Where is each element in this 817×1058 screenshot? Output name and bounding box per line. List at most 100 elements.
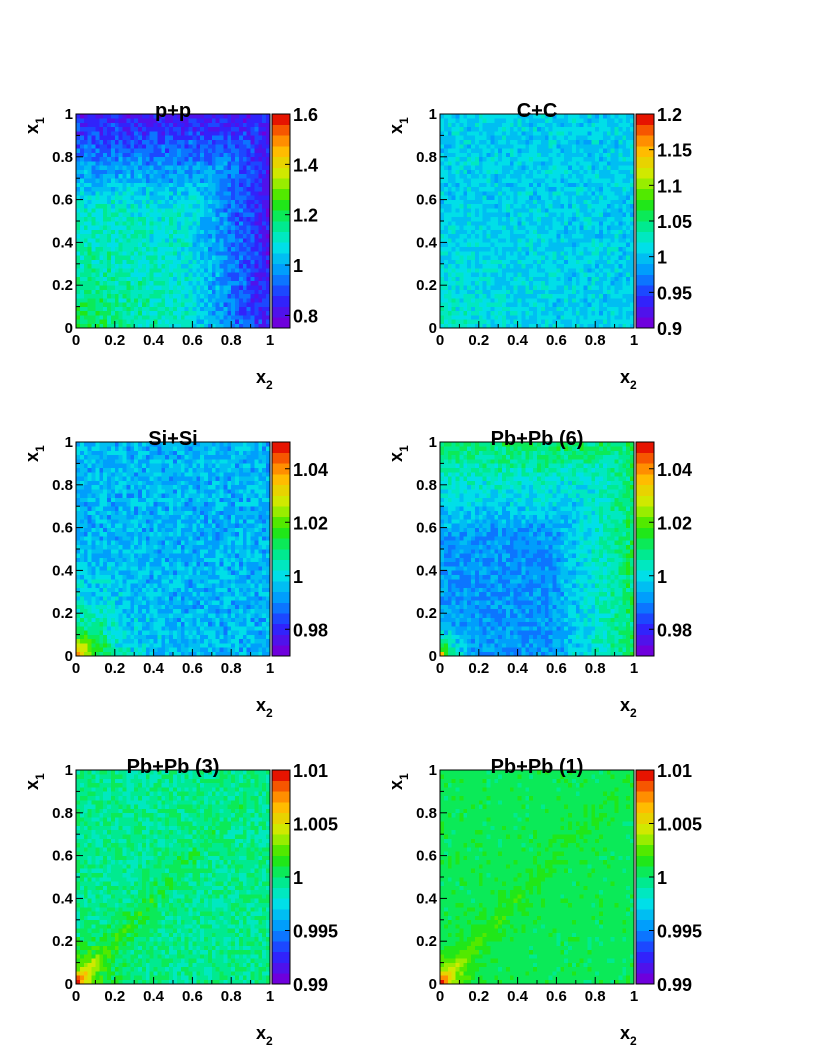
heatmap-cell — [161, 126, 166, 132]
heatmap-cell — [579, 268, 584, 273]
heatmap-cell — [459, 225, 464, 230]
heatmap-cell — [242, 191, 248, 196]
heatmap-cell — [571, 319, 577, 325]
heatmap-cell — [478, 208, 483, 213]
heatmap-cell — [95, 156, 100, 162]
heatmap-cell — [494, 276, 499, 282]
heatmap-cell — [169, 233, 174, 239]
heatmap-cell — [560, 259, 565, 265]
heatmap-cell — [606, 285, 612, 290]
heatmap-cell — [200, 302, 205, 307]
heatmap-cell — [157, 186, 162, 192]
heatmap-cell — [110, 289, 116, 295]
heatmap-cell — [122, 221, 127, 226]
heatmap-cell — [502, 161, 507, 166]
heatmap-cell — [568, 135, 573, 140]
heatmap-cell — [459, 152, 464, 158]
heatmap-cell — [161, 199, 166, 205]
heatmap-cell — [138, 122, 143, 128]
heatmap-cell — [192, 165, 197, 170]
heatmap-cell — [180, 173, 185, 179]
heatmap-cell — [173, 298, 178, 303]
heatmap-cell — [246, 131, 251, 136]
palette-step — [272, 199, 290, 211]
heatmap-cell — [552, 221, 557, 226]
heatmap-cell — [486, 306, 491, 312]
heatmap-cell — [83, 148, 88, 153]
heatmap-cell — [548, 315, 553, 320]
heatmap-cell — [564, 161, 569, 166]
heatmap-cell — [451, 319, 456, 325]
heatmap-cell — [459, 272, 464, 277]
heatmap-cell — [517, 250, 522, 256]
heatmap-cell — [103, 191, 108, 196]
heatmap-cell — [494, 186, 499, 192]
heatmap-cell — [235, 250, 240, 256]
heatmap-cell — [231, 272, 236, 277]
heatmap-cell — [219, 315, 224, 320]
heatmap-cell — [486, 216, 491, 222]
heatmap-cell — [219, 285, 224, 290]
heatmap-cell — [486, 156, 491, 162]
heatmap-cell — [184, 156, 189, 162]
heatmap-cell — [145, 285, 151, 290]
heatmap-cell — [614, 293, 619, 299]
heatmap-cell — [165, 114, 170, 119]
heatmap-cell — [517, 169, 522, 175]
heatmap-cell — [134, 246, 139, 252]
heatmap-cell — [610, 203, 615, 209]
heatmap-cell — [467, 259, 472, 265]
heatmap-cell — [126, 165, 131, 170]
heatmap-cell — [614, 203, 619, 209]
heatmap-cell — [207, 250, 213, 256]
heatmap-cell — [478, 246, 483, 252]
heatmap-cell — [258, 114, 263, 119]
heatmap-cell — [467, 169, 472, 175]
heatmap-cell — [451, 315, 456, 320]
heatmap-cell — [176, 323, 182, 329]
heatmap-cell — [575, 178, 580, 183]
heatmap-cell — [471, 191, 476, 196]
heatmap-cell — [76, 208, 81, 213]
heatmap-cell — [110, 208, 116, 213]
heatmap-cell — [200, 212, 205, 218]
heatmap-cell — [548, 161, 553, 166]
heatmap-cell — [591, 246, 596, 252]
heatmap-cell — [463, 114, 468, 119]
heatmap-cell — [176, 233, 182, 239]
heatmap-cell — [529, 319, 534, 325]
heatmap-cell — [610, 272, 615, 277]
heatmap-cell — [564, 165, 569, 170]
heatmap-cell — [575, 156, 580, 162]
heatmap-cell — [138, 302, 143, 307]
heatmap-cell — [599, 319, 604, 325]
heatmap-cell — [505, 173, 511, 179]
heatmap-cell — [250, 255, 255, 260]
heatmap-cell — [157, 208, 162, 213]
heatmap-cell — [219, 199, 224, 205]
heatmap-cell — [235, 255, 240, 260]
heatmap-cell — [443, 225, 449, 230]
heatmap-cell — [587, 293, 592, 299]
heatmap-cell — [494, 302, 499, 307]
heatmap-cell — [606, 263, 612, 269]
heatmap-cell — [157, 216, 162, 222]
heatmap-cell — [587, 280, 592, 286]
heatmap-cell — [227, 195, 232, 200]
heatmap-cell — [95, 323, 100, 329]
heatmap-cell — [455, 208, 460, 213]
heatmap-cell — [188, 255, 193, 260]
heatmap-cell — [599, 122, 604, 128]
heatmap-cell — [587, 178, 592, 183]
heatmap-cell — [145, 233, 151, 239]
heatmap-cell — [548, 156, 553, 162]
heatmap-cell — [533, 131, 538, 136]
heatmap-cell — [502, 191, 507, 196]
heatmap-cell — [568, 126, 573, 132]
heatmap-cell — [130, 118, 135, 123]
heatmap-cell — [219, 221, 224, 226]
heatmap-cell — [188, 199, 193, 205]
heatmap-cell — [540, 276, 546, 282]
heatmap-cell — [223, 216, 228, 222]
heatmap-cell — [246, 315, 251, 320]
